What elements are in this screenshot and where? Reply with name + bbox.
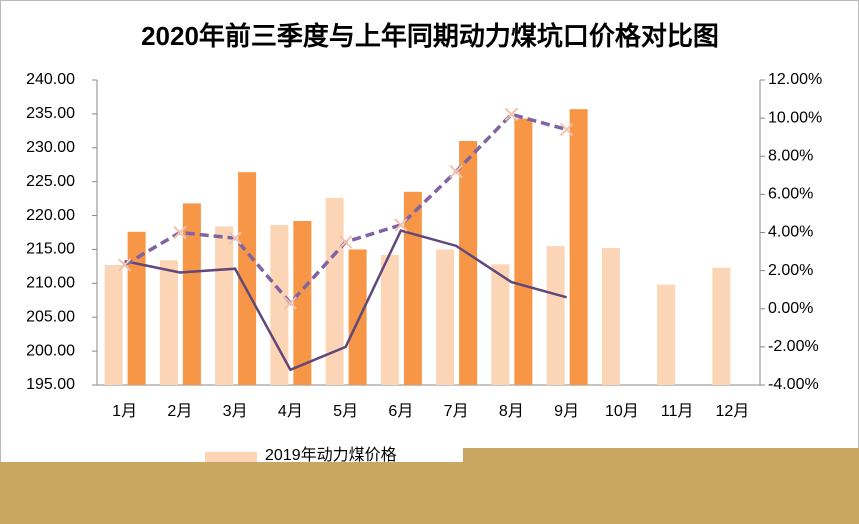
y2-tick-label: 4.00% [768,224,813,241]
bar [712,267,731,385]
bar [380,254,399,385]
legend-label: 2019年动力煤价格 [265,446,397,464]
bar [159,260,178,385]
bar [238,172,257,385]
chart-title: 2020年前三季度与上年同期动力煤坑口价格对比图 [141,21,719,51]
bar [270,225,289,385]
y2-tick-label: -4.00% [768,376,819,393]
x-tick-label: 3月 [223,403,248,420]
bar [348,249,367,385]
bar [293,220,312,385]
bar [459,141,478,385]
plot: 195.00 200.00 205.00 210.00 215.00 220.00 225.… [26,71,822,464]
bar [127,231,146,385]
x-tick-label: 9月 [554,403,579,420]
y-tick-label: 240.00 [26,71,75,88]
overlay [463,448,859,468]
bar [546,246,565,385]
marker [117,258,132,272]
bar [182,203,201,385]
y-tick-label: 200.00 [26,342,75,359]
bar [569,109,588,386]
marker [504,107,519,122]
x-tick-label: 5月 [333,403,358,420]
y2-tick-label: -2.00% [768,338,819,355]
y2-tick-label: 10.00% [768,109,822,126]
y-tick-label: 215.00 [26,241,75,258]
y-tick-label: 195.00 [26,376,75,393]
marker [228,231,242,245]
bar [436,249,455,385]
y-tick-label: 205.00 [26,308,75,325]
y-tick-label: 225.00 [26,173,75,190]
bar [491,264,510,385]
y2-tick-label: 0.00% [768,300,813,317]
y2-tick-label: 6.00% [768,186,813,203]
y2-tick-label: 12.00% [768,71,822,88]
y-tick-label: 210.00 [26,275,75,292]
marker [338,235,353,249]
bar [104,265,123,385]
x-tick-label: 7月 [444,403,469,420]
x-tick-label: 2月 [167,403,192,420]
x-tick-label: 11月 [661,403,694,420]
bar [514,118,533,385]
y2-tick-label: 8.00% [768,147,813,164]
y-tick-label: 230.00 [26,139,75,156]
y2-tick-label: 2.00% [768,262,813,279]
line [124,229,567,372]
x-tick-label: 12月 [715,403,749,420]
marker [394,218,408,232]
overlay [0,462,859,524]
legend-swatch [205,452,257,464]
x-tick-label: 10月 [605,403,639,420]
marker [283,296,298,310]
y-tick-label: 235.00 [26,105,75,122]
x-tick-label: 1月 [112,403,137,420]
bar [215,226,234,385]
y-tick-label: 220.00 [26,207,75,224]
marker [559,122,574,137]
bar [403,191,422,385]
bar [601,248,620,385]
bar [657,284,676,385]
marker [449,164,463,179]
x-tick-label: 8月 [499,403,524,420]
x-tick-label: 6月 [388,403,413,420]
marker [173,225,187,240]
bar [325,197,344,385]
x-tick-label: 4月 [278,403,303,420]
